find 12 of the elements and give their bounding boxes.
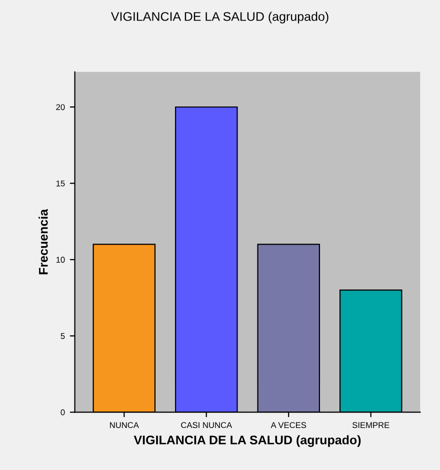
- x-tick-label: SIEMPRE: [352, 422, 390, 428]
- x-axis-title: VIGILANCIA DE LA SALUD (agrupado): [134, 435, 361, 447]
- y-axis-title: Frecuencia: [38, 208, 48, 274]
- y-tick-label: 5: [60, 333, 65, 339]
- x-tick-label: CASI NUNCA: [181, 422, 232, 428]
- y-tick-label: 15: [56, 180, 65, 186]
- chart-title: VIGILANCIA DE LA SALUD (agrupado): [110, 12, 328, 24]
- y-tick-label: 10: [56, 256, 65, 263]
- y-tick-label: 0: [60, 409, 65, 416]
- y-tick-label: 20: [56, 104, 65, 110]
- x-tick-label: NUNCA: [110, 422, 139, 428]
- x-tick-label: A VECES: [270, 422, 306, 428]
